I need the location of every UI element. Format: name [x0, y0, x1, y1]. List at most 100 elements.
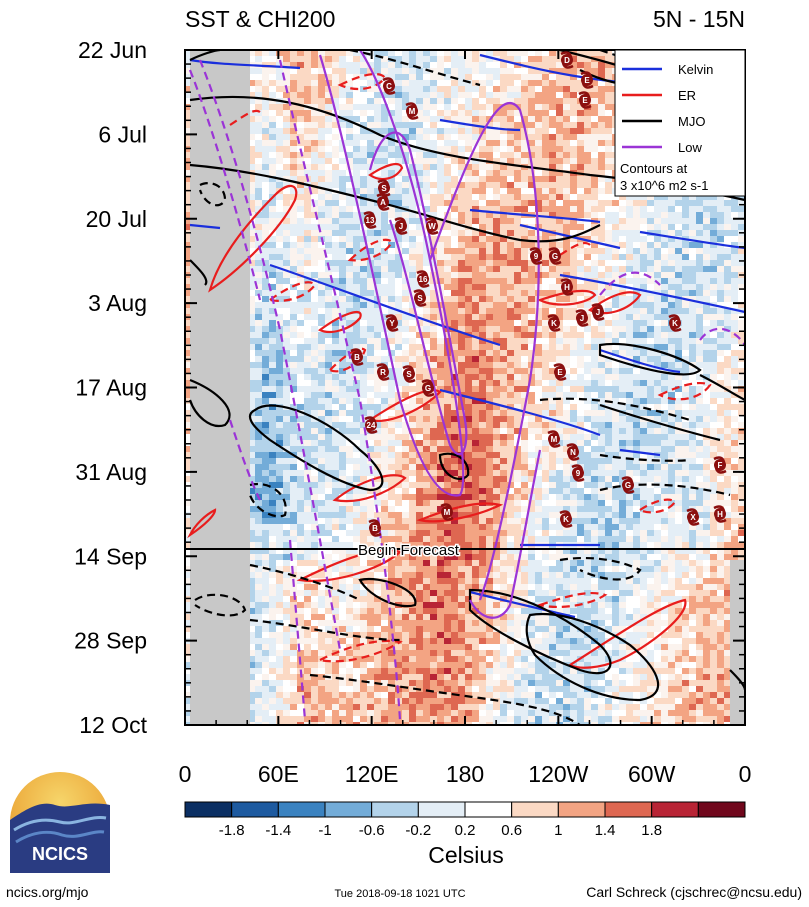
anomaly-cell: [507, 140, 514, 146]
anomaly-cell: [570, 416, 577, 422]
anomaly-cell: [682, 482, 689, 488]
anomaly-cell: [185, 476, 192, 482]
anomaly-cell: [185, 86, 192, 92]
anomaly-cell: [535, 188, 542, 194]
anomaly-cell: [619, 314, 626, 320]
anomaly-cell: [451, 368, 458, 374]
anomaly-cell: [185, 416, 192, 422]
anomaly-cell: [500, 326, 507, 332]
anomaly-cell: [577, 332, 584, 338]
anomaly-cell: [388, 164, 395, 170]
anomaly-cell: [451, 80, 458, 86]
anomaly-cell: [423, 464, 430, 470]
anomaly-cell: [479, 212, 486, 218]
anomaly-cell: [437, 266, 444, 272]
anomaly-cell: [430, 50, 437, 56]
anomaly-cell: [507, 92, 514, 98]
anomaly-cell: [528, 296, 535, 302]
anomaly-cell: [577, 344, 584, 350]
anomaly-cell: [325, 398, 332, 404]
anomaly-cell: [549, 368, 556, 374]
anomaly-cell: [591, 170, 598, 176]
anomaly-cell: [626, 440, 633, 446]
anomaly-cell: [374, 248, 381, 254]
anomaly-cell: [374, 422, 381, 428]
anomaly-cell: [493, 398, 500, 404]
anomaly-cell: [262, 464, 269, 470]
anomaly-cell: [703, 296, 710, 302]
anomaly-cell: [577, 398, 584, 404]
anomaly-cell: [381, 62, 388, 68]
anomaly-cell: [444, 368, 451, 374]
anomaly-cell: [479, 278, 486, 284]
anomaly-cell: [647, 302, 654, 308]
anomaly-cell: [682, 338, 689, 344]
anomaly-cell: [325, 314, 332, 320]
anomaly-cell: [647, 476, 654, 482]
anomaly-cell: [661, 326, 668, 332]
anomaly-cell: [535, 134, 542, 140]
anomaly-cell: [395, 50, 402, 56]
anomaly-cell: [374, 314, 381, 320]
anomaly-cell: [451, 416, 458, 422]
anomaly-cell: [682, 410, 689, 416]
anomaly-cell: [647, 350, 654, 356]
anomaly-cell: [297, 362, 304, 368]
anomaly-cell: [731, 320, 738, 326]
anomaly-cell: [570, 434, 577, 440]
anomaly-cell: [332, 182, 339, 188]
anomaly-cell: [563, 440, 570, 446]
anomaly-cell: [465, 278, 472, 284]
anomaly-cell: [304, 332, 311, 338]
anomaly-cell: [570, 260, 577, 266]
anomaly-cell: [472, 464, 479, 470]
anomaly-cell: [458, 326, 465, 332]
anomaly-cell: [318, 104, 325, 110]
anomaly-cell: [248, 224, 255, 230]
anomaly-cell: [570, 392, 577, 398]
anomaly-cell: [290, 404, 297, 410]
anomaly-cell: [262, 470, 269, 476]
anomaly-cell: [479, 122, 486, 128]
anomaly-cell: [619, 386, 626, 392]
anomaly-cell: [325, 146, 332, 152]
anomaly-cell: [276, 128, 283, 134]
anomaly-cell: [381, 140, 388, 146]
anomaly-cell: [570, 386, 577, 392]
anomaly-cell: [360, 458, 367, 464]
anomaly-cell: [416, 62, 423, 68]
anomaly-cell: [353, 50, 360, 56]
anomaly-cell: [661, 356, 668, 362]
anomaly-cell: [591, 296, 598, 302]
anomaly-cell: [444, 188, 451, 194]
anomaly-cell: [402, 452, 409, 458]
anomaly-cell: [360, 302, 367, 308]
anomaly-cell: [479, 68, 486, 74]
anomaly-cell: [269, 338, 276, 344]
anomaly-cell: [430, 170, 437, 176]
anomaly-cell: [598, 380, 605, 386]
anomaly-cell: [528, 146, 535, 152]
anomaly-cell: [451, 446, 458, 452]
anomaly-cell: [640, 200, 647, 206]
anomaly-cell: [444, 410, 451, 416]
anomaly-cell: [549, 92, 556, 98]
anomaly-cell: [318, 116, 325, 122]
anomaly-cell: [185, 428, 192, 434]
anomaly-cell: [717, 344, 724, 350]
anomaly-cell: [311, 74, 318, 80]
anomaly-cell: [269, 122, 276, 128]
anomaly-cell: [269, 284, 276, 290]
anomaly-cell: [654, 278, 661, 284]
anomaly-cell: [283, 284, 290, 290]
anomaly-cell: [465, 254, 472, 260]
anomaly-cell: [290, 386, 297, 392]
anomaly-cell: [570, 218, 577, 224]
anomaly-cell: [248, 452, 255, 458]
anomaly-cell: [619, 440, 626, 446]
anomaly-cell: [444, 440, 451, 446]
anomaly-cell: [689, 446, 696, 452]
anomaly-cell: [577, 50, 584, 56]
anomaly-cell: [451, 338, 458, 344]
anomaly-cell: [304, 434, 311, 440]
